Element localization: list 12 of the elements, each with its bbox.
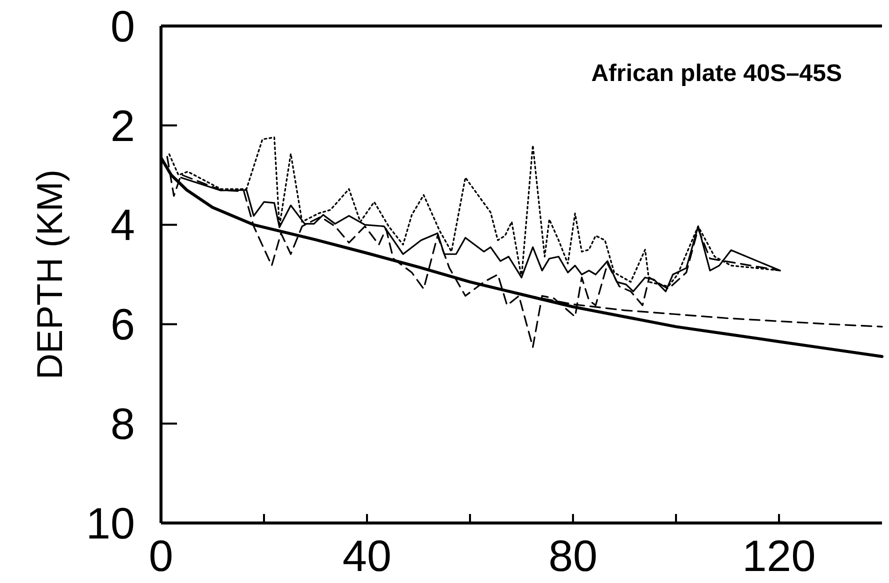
text: African plate 40S–45S [591, 60, 842, 87]
y-tick-label: 0 [110, 2, 135, 52]
y-tick-label: 8 [110, 400, 135, 449]
x-tick-label: 120 [742, 532, 816, 581]
x-tick-label: 0 [148, 532, 174, 581]
x-tick-label: 40 [342, 532, 392, 581]
x-tick-label: 80 [548, 532, 598, 581]
y-axis-title: DEPTH (KM) [29, 170, 70, 380]
y-tick-label: 6 [110, 300, 135, 350]
y-tick-label: 2 [110, 102, 135, 151]
y-tick-label: 10 [86, 499, 135, 548]
y-tick-label: 4 [110, 201, 135, 250]
